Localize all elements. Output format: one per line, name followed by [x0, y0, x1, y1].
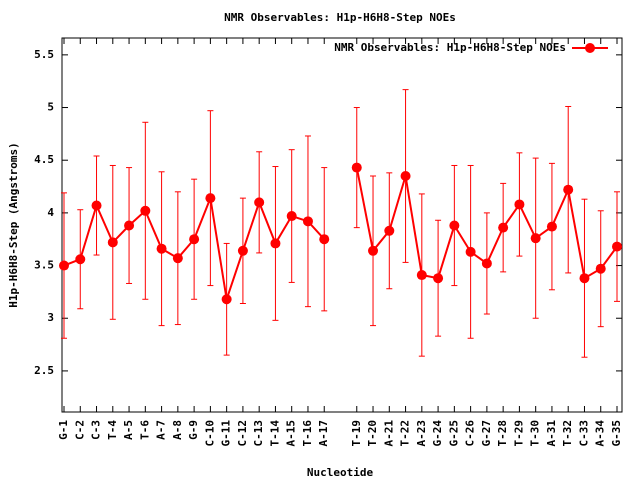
- point: [221, 294, 232, 305]
- point: [286, 211, 297, 222]
- x-tick-label: A-15: [285, 420, 298, 447]
- point: [416, 270, 427, 281]
- point: [612, 241, 622, 252]
- plot-border: [61, 37, 623, 413]
- x-tick-label: G-25: [447, 420, 460, 447]
- legend-label: NMR Observables: H1p-H6H8-Step NOEs: [334, 41, 566, 54]
- point: [91, 200, 102, 211]
- point: [595, 263, 606, 274]
- x-tick-label: T-19: [350, 420, 363, 447]
- x-tick-label: A-23: [415, 420, 428, 447]
- point: [107, 237, 118, 248]
- point: [59, 260, 69, 271]
- point: [156, 243, 167, 254]
- x-tick-label: G-35: [610, 420, 623, 447]
- point: [75, 254, 86, 265]
- point: [205, 193, 216, 204]
- x-tick-label: A-17: [317, 420, 330, 447]
- x-tick-label: A-7: [155, 420, 168, 440]
- y-tick-label: 5: [47, 101, 54, 114]
- x-tick-label: C-12: [236, 420, 249, 447]
- x-tick-label: C-2: [73, 420, 86, 440]
- series-line: [63, 167, 618, 300]
- x-tick-label: A-21: [382, 420, 395, 447]
- x-tick-label: G-9: [187, 420, 200, 440]
- y-tick-label: 2.5: [34, 364, 54, 377]
- point: [514, 199, 525, 210]
- point: [319, 234, 330, 245]
- y-axis-label: H1p-H6H8-Step (Angstroms): [7, 142, 20, 308]
- point: [465, 246, 476, 257]
- x-tick-label: T-4: [106, 420, 119, 440]
- x-tick-label: C-10: [203, 420, 216, 447]
- x-tick-label: T-30: [529, 420, 542, 447]
- x-tick-label: T-32: [561, 420, 574, 447]
- x-tick-label: C-26: [464, 420, 477, 447]
- point: [254, 197, 265, 208]
- point: [481, 258, 492, 269]
- x-tick-label: A-5: [122, 420, 135, 440]
- x-tick-label: T-16: [301, 420, 314, 447]
- x-axis-label: Nucleotide: [307, 466, 374, 479]
- x-tick-label: T-29: [512, 420, 525, 447]
- x-tick-label: C-33: [577, 420, 590, 447]
- x-tick-label: T-22: [399, 420, 412, 447]
- y-tick-label: 4: [47, 206, 54, 219]
- y-tick-label: 4.5: [34, 153, 54, 166]
- point: [449, 220, 460, 231]
- x-tick-label: T-14: [268, 420, 281, 447]
- y-tick-label: 5.5: [34, 48, 54, 61]
- point: [530, 233, 541, 244]
- point: [172, 253, 183, 264]
- x-tick-label: G-27: [480, 420, 493, 447]
- x-tick-label: C-3: [90, 420, 103, 440]
- point: [140, 205, 151, 216]
- x-tick-label: T-20: [366, 420, 379, 447]
- point: [498, 222, 509, 233]
- point: [433, 273, 444, 284]
- point: [351, 162, 362, 173]
- x-tick-label: G-1: [57, 420, 70, 440]
- point: [546, 221, 557, 232]
- point: [563, 184, 574, 195]
- point: [579, 273, 590, 284]
- x-tick-label: C-13: [252, 420, 265, 447]
- point: [384, 225, 395, 236]
- y-tick-label: 3.5: [34, 259, 54, 272]
- x-tick-label: T-28: [496, 420, 509, 447]
- point: [302, 216, 313, 227]
- point: [124, 220, 135, 231]
- point: [368, 245, 379, 256]
- chart-title: NMR Observables: H1p-H6H8-Step NOEs: [224, 11, 456, 24]
- point: [189, 234, 200, 245]
- x-tick-label: G-11: [220, 420, 233, 447]
- x-tick-label: G-24: [431, 420, 444, 447]
- point: [400, 171, 411, 182]
- point: [237, 245, 248, 256]
- point: [270, 238, 281, 249]
- legend-marker: [585, 43, 595, 53]
- x-tick-label: A-8: [171, 420, 184, 440]
- x-tick-label: A-34: [594, 420, 607, 447]
- x-tick-label: A-31: [545, 420, 558, 447]
- y-tick-label: 3: [47, 311, 54, 324]
- x-tick-label: T-6: [138, 420, 151, 440]
